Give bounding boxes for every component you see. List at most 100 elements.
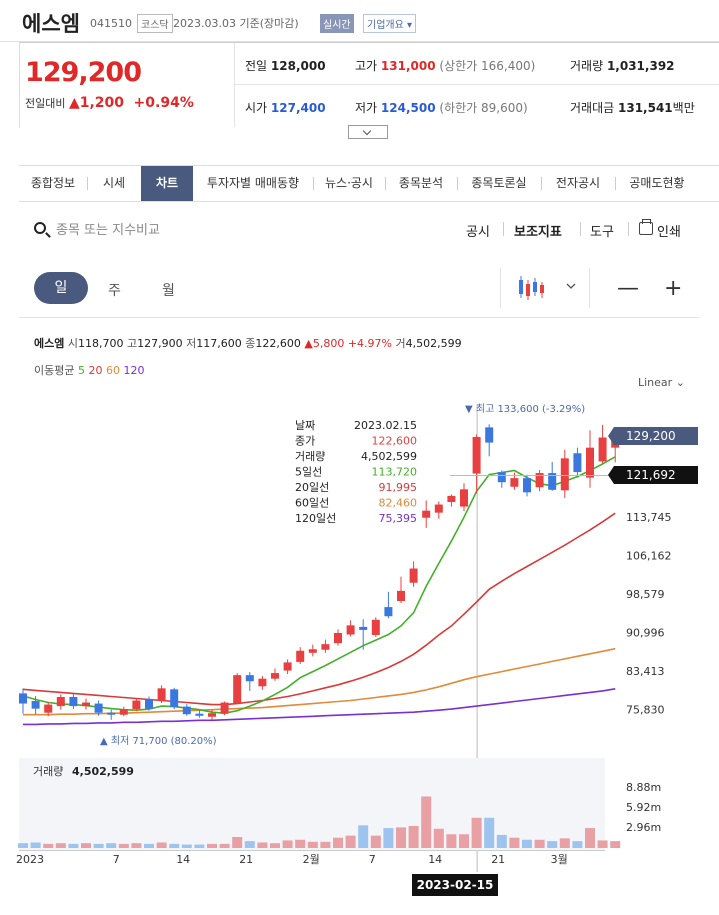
chart-type-selector[interactable] <box>500 268 590 308</box>
candle-body <box>510 478 519 487</box>
tooltip-value: 82,460 <box>379 497 418 510</box>
tab-short-selling[interactable]: 공매도현황 <box>615 166 699 201</box>
expand-toggle-button[interactable] <box>348 125 388 139</box>
disclosure-button[interactable]: 공시 <box>466 225 490 240</box>
ma20-legend: 20 <box>88 364 103 377</box>
volume-bar <box>509 837 520 848</box>
tab-disclosure[interactable]: 전자공시 <box>541 166 615 201</box>
volume-tick-label: 2.96m <box>626 821 661 834</box>
volume-bar <box>597 840 608 848</box>
compare-search-input[interactable] <box>56 220 256 240</box>
x-tick-label: 3월 <box>551 853 568 866</box>
ma60-line <box>23 647 616 716</box>
y-tick-label: 83,413 <box>626 665 665 678</box>
candle-body <box>82 702 90 707</box>
period-week-button[interactable]: 주 <box>108 283 121 299</box>
low-price: 저가 124,500 (하한가 89,600) <box>355 101 528 115</box>
volume-bar <box>307 841 318 848</box>
candle-body <box>31 701 40 709</box>
candlestick-icon <box>519 276 576 300</box>
tools-button[interactable]: 도구 <box>590 225 614 240</box>
tab-news[interactable]: 뉴스·공시 <box>313 166 385 201</box>
volume-bar <box>496 834 507 848</box>
candle-body <box>208 713 216 717</box>
stock-header: 에스엠 041510 코스닥 2023.03.03 기준(장마감) 실시간 기업… <box>0 0 719 42</box>
crosshair-date-tag: 2023-02-15 <box>417 878 494 892</box>
volume-bar <box>484 817 495 848</box>
candle-body <box>233 675 242 704</box>
high-price: 고가 131,000 (상한가 166,400) <box>355 59 536 73</box>
candle-body <box>170 689 179 708</box>
prev-close: 전일 128,000 <box>245 59 326 73</box>
candle-body <box>94 703 103 713</box>
candle-body <box>107 712 116 715</box>
volume-bar <box>585 828 595 848</box>
volume-label: 거래량 <box>33 765 63 778</box>
candle-body <box>598 437 607 462</box>
candle-body <box>548 473 557 490</box>
crosshair-price-tag-bg <box>614 466 698 484</box>
crosshair-price-tag: 121,692 <box>626 468 676 482</box>
tab-overview[interactable]: 종합정보 <box>30 176 76 190</box>
print-button[interactable]: 인쇄 <box>657 225 681 240</box>
candle-body <box>145 699 153 709</box>
tab-chart[interactable]: 차트 <box>141 166 193 201</box>
section-divider <box>19 317 699 318</box>
ohlc-high: 127,900 <box>137 337 183 350</box>
x-tick-label: 14 <box>176 853 190 866</box>
volume-bar <box>333 837 343 848</box>
tab-investor-trends[interactable]: 투자자별 매매동향 <box>206 176 300 190</box>
tooltip-key: 20일선 <box>295 480 329 494</box>
y-tick-label: 90,996 <box>626 627 665 640</box>
volume-bar <box>81 843 91 848</box>
zoom-in-button[interactable]: + <box>664 276 683 301</box>
crosshair-price-tag-arrow <box>608 466 614 484</box>
zoom-out-button[interactable]: — <box>617 276 639 301</box>
volume-bar <box>295 839 306 848</box>
volume-bar <box>207 843 217 848</box>
main-tabs: 종합정보 시세 차트 투자자별 매매동향 뉴스·공시 종목분석 종목토론실 전자… <box>19 165 719 202</box>
y-tick-label: 98,579 <box>626 588 665 601</box>
ma120-legend: 120 <box>123 364 145 377</box>
chevron-down-icon: ⌄ <box>675 376 685 389</box>
change-value: ▲1,200 <box>68 95 125 111</box>
volume-bar <box>270 843 280 848</box>
realtime-badge[interactable]: 실시간 <box>320 14 354 33</box>
volume-bar <box>55 843 66 848</box>
current-price-tag: 129,200 <box>626 429 676 443</box>
x-tick-label: 14 <box>428 853 442 866</box>
indicators-button[interactable]: 보조지표 <box>514 225 562 240</box>
candle-body <box>472 437 481 474</box>
company-overview-button[interactable]: 기업개요 ▾ <box>363 14 416 33</box>
volume-bar <box>118 843 129 848</box>
volume-bar <box>156 842 167 848</box>
tab-discussion[interactable]: 종목토론실 <box>457 166 541 201</box>
volume-bar <box>93 843 104 848</box>
candle-body <box>271 673 279 679</box>
period-month-button[interactable]: 월 <box>162 283 175 299</box>
print-icon[interactable] <box>639 219 653 235</box>
open-price: 시가 127,400 <box>245 101 326 115</box>
period-day-button[interactable]: 일 <box>34 272 88 304</box>
tab-analysis[interactable]: 종목분석 <box>385 166 457 201</box>
tab-quotes[interactable]: 시세 <box>87 166 141 201</box>
scale-selector[interactable]: Linear ⌄ <box>638 376 685 389</box>
price-summary: 129,200 전일대비 ▲1,200 +0.94% 전일 128,000 고가… <box>19 42 719 128</box>
ma5-legend: 5 <box>77 364 85 377</box>
volume-bar <box>232 837 243 848</box>
candle-body <box>409 568 418 583</box>
x-tick-label: 2023 <box>16 853 44 866</box>
volume-bar <box>43 843 54 848</box>
max-price-label: ▼ 최고 133,600 (-3.29%) <box>465 403 585 415</box>
candle-body <box>434 504 443 513</box>
ohlc-stock-name: 에스엠 <box>34 337 65 350</box>
tooltip-value: 113,720 <box>372 466 418 479</box>
volume-bar <box>194 844 205 848</box>
x-tick-label: 7 <box>113 853 120 866</box>
volume-bar <box>408 826 419 848</box>
ma5-line <box>22 456 616 715</box>
volume-bar <box>396 827 406 848</box>
candle-body <box>245 675 254 682</box>
candle-body <box>19 693 27 704</box>
